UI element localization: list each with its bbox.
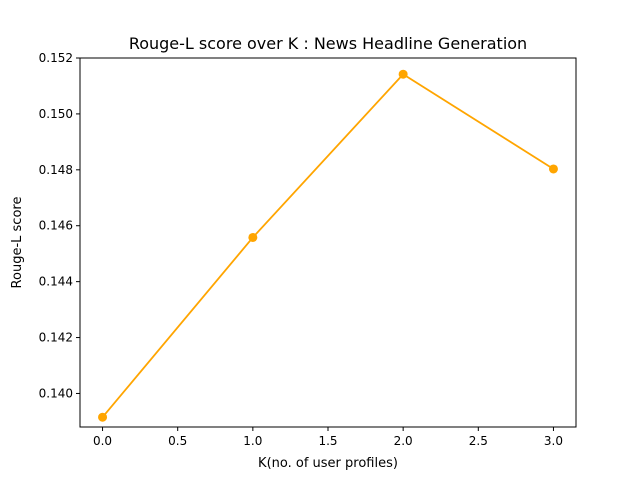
y-tick-label: 0.146 [39, 219, 73, 233]
y-axis-label: Rouge-L score [10, 197, 25, 289]
y-tick-label: 0.142 [39, 331, 73, 345]
plot-area [98, 69, 558, 422]
series-line [101, 73, 554, 418]
y-tick-label: 0.152 [39, 51, 73, 65]
y-tick-label: 0.148 [39, 163, 73, 177]
data-point [248, 232, 258, 242]
data-point [98, 412, 108, 422]
y-tick-label: 0.150 [39, 107, 73, 121]
x-tick-label: 0.5 [168, 434, 187, 448]
x-tick-label: 1.0 [243, 434, 262, 448]
data-point [398, 69, 408, 79]
x-tick-label: 1.5 [318, 434, 337, 448]
x-tick-label: 0.0 [93, 434, 112, 448]
x-axis-label: K(no. of user profiles) [258, 456, 398, 471]
data-point [548, 164, 558, 174]
chart-title: Rouge-L score over K : News Headline Gen… [129, 34, 527, 53]
x-tick-label: 2.5 [469, 434, 488, 448]
x-tick-label: 2.0 [394, 434, 413, 448]
y-tick-label: 0.144 [39, 275, 73, 289]
y-tick-label: 0.140 [39, 386, 73, 400]
y-axis-ticks: 0.140 0.142 0.144 0.146 0.148 0.150 0.152 [39, 51, 80, 400]
x-tick-label: 3.0 [544, 434, 563, 448]
x-axis-ticks: 0.0 0.5 1.0 1.5 2.0 2.5 3.0 [93, 427, 563, 448]
